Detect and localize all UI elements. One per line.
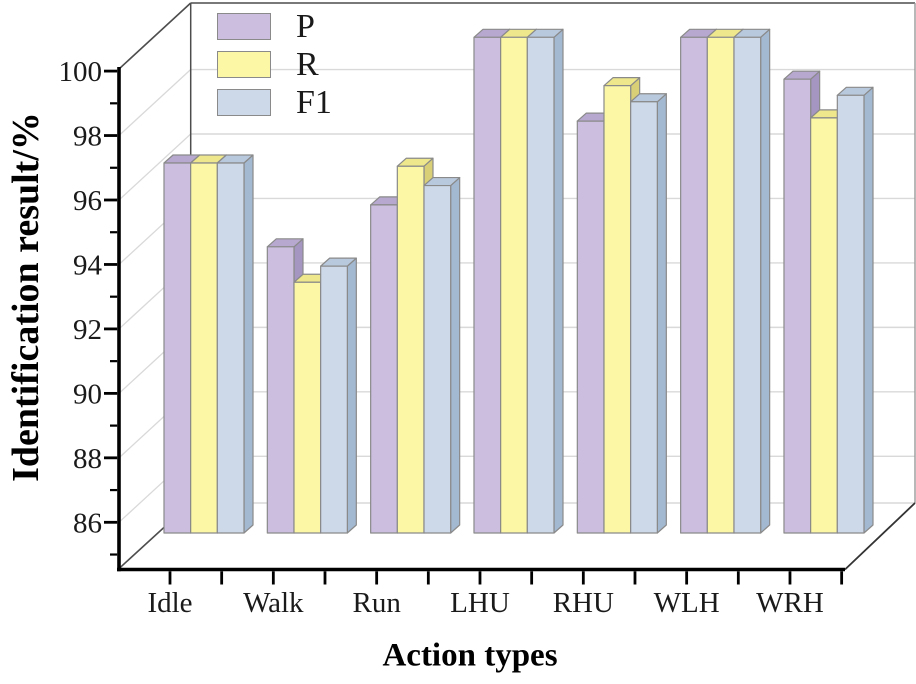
bar-R-RHU [603, 85, 632, 534]
bar-side-F1 [346, 257, 357, 534]
y-tick-label: 86 [73, 507, 102, 539]
y-tick-label: 88 [73, 443, 102, 475]
y-tick-label: 94 [73, 250, 103, 282]
bar-F1-Idle [216, 162, 245, 534]
bar-F1-Run [423, 184, 452, 534]
bar-side-F1 [656, 93, 667, 534]
x-tick-label: Walk [243, 587, 304, 619]
bar-P-Walk [266, 246, 295, 534]
bar-P-LHU [473, 36, 502, 534]
x-tick-label: RHU [553, 587, 614, 619]
legend: P R F1 [217, 8, 332, 127]
x-axis-title: Action types [382, 637, 558, 674]
bar-side-F1 [863, 86, 874, 534]
gridline-leftwall [118, 69, 192, 137]
legend-label-r: R [296, 46, 319, 83]
bar-side-F1 [243, 154, 254, 534]
bar-P-Idle [163, 162, 192, 534]
bar-P-Run [370, 204, 398, 534]
bar-R-Idle [190, 162, 218, 534]
legend-item: P [217, 8, 332, 45]
y-tick-label: 92 [73, 314, 102, 346]
bar-R-Run [396, 165, 425, 534]
y-tick-label: 96 [73, 185, 102, 217]
bar-side-F1 [553, 28, 564, 534]
gridline-leftwall [118, 133, 192, 201]
bar-R-WLH [706, 36, 735, 534]
bar-R-Walk [293, 281, 322, 534]
x-tick-label: Run [352, 587, 401, 619]
depth-edge-top-left [118, 2, 192, 70]
x-tick-label: Idle [147, 587, 192, 619]
x-tick-label: WLH [654, 587, 720, 619]
bar-F1-WLH [733, 36, 762, 534]
legend-label-f1: F1 [296, 84, 332, 121]
legend-swatch-f1 [217, 89, 271, 116]
x-tick-label: WRH [756, 587, 824, 619]
x-tick-label: LHU [450, 587, 510, 619]
bar-side-F1 [450, 176, 461, 534]
bar-P-WLH [680, 36, 708, 534]
bar-P-WRH [783, 78, 812, 534]
legend-item: R [217, 46, 332, 83]
y-tick-label: 90 [73, 379, 102, 411]
bar-F1-LHU [526, 36, 555, 534]
legend-swatch-r [217, 51, 271, 78]
floor-right-edge [844, 502, 916, 571]
y-tick-label: 98 [73, 121, 102, 153]
bar-F1-WRH [836, 94, 865, 534]
bar-side-F1 [760, 28, 771, 534]
bar-F1-Walk [320, 265, 348, 534]
legend-swatch-p [217, 13, 271, 40]
bar-F1-RHU [630, 101, 658, 534]
bar-R-WRH [810, 117, 838, 534]
y-tick-label: 100 [59, 56, 103, 88]
legend-label-p: P [296, 8, 315, 45]
y-axis-title: Identification result/% [5, 112, 47, 482]
legend-item: F1 [217, 84, 332, 121]
bar-R-LHU [500, 36, 528, 534]
bar-P-RHU [576, 120, 605, 534]
